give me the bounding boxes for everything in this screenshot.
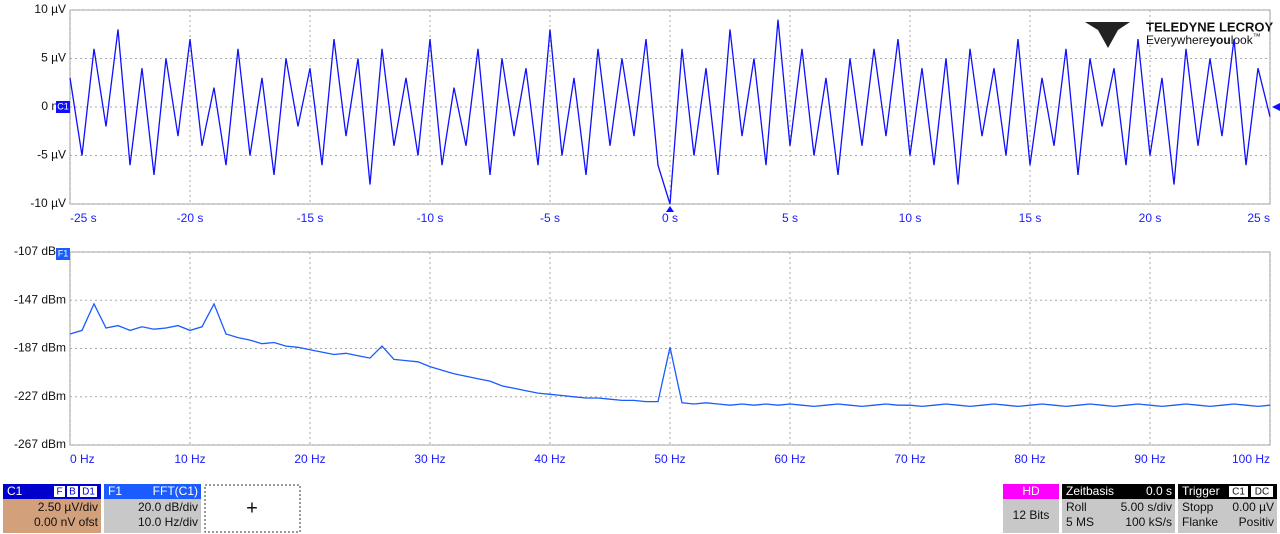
- logo-tagline: Everywhereyoulook™: [1146, 32, 1261, 47]
- flag: F: [56, 487, 62, 498]
- x-tick-label: 90 Hz: [1134, 452, 1165, 466]
- x-tick-label: 0 s: [662, 211, 678, 225]
- x-tick-label: -15 s: [297, 211, 324, 225]
- x-tick-label: 0 Hz: [70, 452, 95, 466]
- flag-box: [80, 486, 97, 497]
- x-tick-label: -20 s: [177, 211, 204, 225]
- math-function: FFT(C1): [153, 484, 198, 498]
- channel-scale: 2.50 µV/div: [38, 500, 98, 514]
- flag-box: [54, 486, 65, 497]
- logo-brand: TELEDYNE LECROY: [1146, 19, 1273, 34]
- trigger-level: 0.00 µV: [1232, 500, 1274, 514]
- tag: look: [1231, 33, 1254, 47]
- panel-body: [3, 499, 101, 533]
- hd-title: HD: [1022, 484, 1040, 498]
- timebase-scale: 5.00 s/div: [1121, 500, 1172, 514]
- channel-panel[interactable]: C1 F B D1 2.50 µV/div 0.00 nV ofst: [3, 484, 101, 533]
- tag: ™: [1253, 32, 1261, 41]
- flag-box: [1229, 486, 1248, 497]
- timebase-samples: 5 MS: [1066, 515, 1094, 529]
- trace-badge: [56, 101, 70, 113]
- add-box: [204, 484, 301, 533]
- trigger-state: Stopp: [1182, 500, 1214, 514]
- x-tick-label: 100 Hz: [1232, 452, 1270, 466]
- add-icon: +: [246, 497, 258, 519]
- x-tick-label: -5 s: [540, 211, 560, 225]
- panel-header: [104, 484, 201, 499]
- panel-header: [1062, 484, 1175, 499]
- math-panel[interactable]: F1 FFT(C1) 20.0 dB/div 10.0 Hz/div: [104, 484, 201, 533]
- y-tick-label: -147 dBm: [14, 292, 66, 306]
- flag: B: [69, 487, 76, 498]
- y-tick-label: 10 µV: [34, 2, 66, 16]
- logo: TELEDYNE LECROY Everywhereyoulook™: [1085, 19, 1273, 48]
- x-tick-label: 5 s: [782, 211, 798, 225]
- x-tick-label: 60 Hz: [774, 452, 805, 466]
- y-tick-label: -227 dBm: [14, 389, 66, 403]
- add-button[interactable]: +: [204, 484, 301, 533]
- trigger-type: Flanke: [1182, 515, 1218, 529]
- trigger-marker: [666, 206, 674, 212]
- flag-box: [67, 486, 78, 497]
- x-tick-label: 40 Hz: [534, 452, 565, 466]
- x-tick-label: 10 s: [899, 211, 922, 225]
- channel-name: C1: [7, 484, 23, 498]
- tag: Everywhere: [1146, 33, 1210, 47]
- y-tick-label: -5 µV: [37, 148, 66, 162]
- x-tick-label: 50 Hz: [654, 452, 685, 466]
- trace-name: F1: [58, 248, 69, 258]
- y-tick-label: -267 dBm: [14, 437, 66, 451]
- math-scale: 20.0 dB/div: [138, 500, 198, 514]
- trigger-coupling: DC: [1255, 487, 1269, 498]
- panel-body: [1003, 499, 1059, 533]
- math-span: 10.0 Hz/div: [138, 515, 198, 529]
- panel-body: [104, 499, 201, 533]
- y-tick-label: -10 µV: [30, 196, 66, 210]
- flag: D1: [82, 487, 95, 498]
- x-tick-label: 30 Hz: [414, 452, 445, 466]
- x-tick-label: 15 s: [1019, 211, 1042, 225]
- trace: [69, 19, 1271, 205]
- y-tick-label: -187 dBm: [14, 341, 66, 355]
- logo-mark: [1085, 22, 1130, 48]
- trace-name: C1: [57, 101, 69, 111]
- y-tick-label: 5 µV: [41, 51, 66, 65]
- panel-header: [1003, 484, 1059, 499]
- channel-offset: 0.00 nV ofst: [34, 515, 99, 529]
- trace-badge: [56, 248, 70, 260]
- trigger-source: C1: [1232, 487, 1245, 498]
- y-tick-label: -107 dBm: [14, 244, 66, 258]
- panel-body: [1178, 499, 1277, 533]
- timebase-title: Zeitbasis: [1066, 484, 1114, 498]
- trigger-panel[interactable]: Trigger C1 DC Stopp 0.00 µV Flanke Posit…: [1178, 484, 1277, 533]
- timebase-mode: Roll: [1066, 500, 1087, 514]
- tag: you: [1209, 33, 1230, 47]
- trigger-slope: Positiv: [1239, 515, 1274, 529]
- trigger-title: Trigger: [1182, 484, 1220, 498]
- trace: [69, 302, 1271, 408]
- x-tick-label: 70 Hz: [894, 452, 925, 466]
- x-tick-label: 20 s: [1139, 211, 1162, 225]
- hd-panel[interactable]: HD 12 Bits: [1003, 484, 1059, 533]
- x-tick-label: 25 s: [1247, 211, 1270, 225]
- x-tick-label: 80 Hz: [1014, 452, 1045, 466]
- flag-box: [1251, 486, 1273, 497]
- math-name: F1: [108, 484, 122, 498]
- panel-body: [1062, 499, 1175, 533]
- x-tick-label: -25 s: [70, 211, 97, 225]
- level-marker: [1272, 103, 1280, 111]
- x-tick-label: -10 s: [417, 211, 444, 225]
- x-tick-label: 10 Hz: [174, 452, 205, 466]
- x-tick-label: 20 Hz: [294, 452, 325, 466]
- timebase-rate: 100 kS/s: [1125, 515, 1172, 529]
- hd-bits: 12 Bits: [1013, 508, 1050, 522]
- timebase-delay: 0.0 s: [1146, 484, 1172, 498]
- timebase-panel[interactable]: Zeitbasis 0.0 s Roll 5.00 s/div 5 MS 100…: [1062, 484, 1175, 533]
